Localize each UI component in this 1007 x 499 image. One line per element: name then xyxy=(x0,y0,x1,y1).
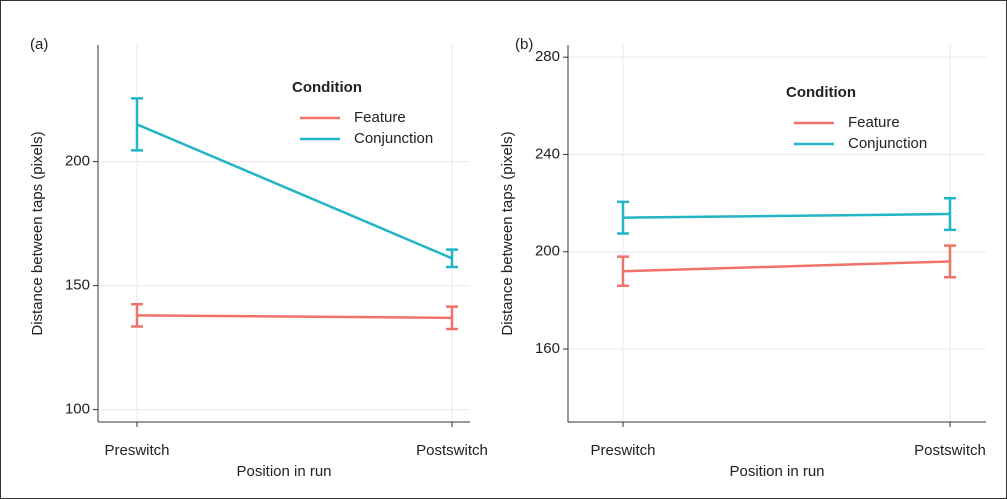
legend-label: Feature xyxy=(354,109,406,126)
legend-title: Condition xyxy=(786,84,856,101)
error-bar xyxy=(617,255,629,288)
error-bar xyxy=(446,248,458,269)
y-tick-label: 280 xyxy=(535,48,560,65)
y-tick-label: 200 xyxy=(535,243,560,260)
legend-title: Condition xyxy=(292,79,362,96)
x-tick-label: Postswitch xyxy=(914,442,986,459)
line xyxy=(622,212,951,219)
y-tick-label: 240 xyxy=(535,145,560,162)
line xyxy=(136,123,453,260)
y-tick-label: 160 xyxy=(535,340,560,357)
error-bar xyxy=(131,302,143,328)
error-bar xyxy=(944,244,956,279)
y-axis-label: Distance between taps (pixels) xyxy=(29,131,46,335)
error-bar xyxy=(131,97,143,152)
legend-label: Conjunction xyxy=(354,130,433,147)
error-bar xyxy=(617,200,629,235)
panel-label: (a) xyxy=(30,36,48,53)
error-bar xyxy=(446,305,458,331)
y-tick-label: 200 xyxy=(65,153,90,170)
panel-label: (b) xyxy=(515,36,533,53)
error-bar xyxy=(944,196,956,232)
legend-label: Feature xyxy=(848,114,900,131)
x-axis-label: Position in run xyxy=(236,463,331,480)
x-tick-label: Preswitch xyxy=(590,442,655,459)
x-tick-label: Preswitch xyxy=(104,442,169,459)
y-tick-label: 100 xyxy=(65,401,90,418)
x-tick-label: Postswitch xyxy=(416,442,488,459)
y-axis-label: Distance between taps (pixels) xyxy=(499,131,516,335)
line xyxy=(136,314,453,320)
y-tick-label: 150 xyxy=(65,277,90,294)
x-axis-label: Position in run xyxy=(729,463,824,480)
line xyxy=(622,260,951,273)
legend-label: Conjunction xyxy=(848,135,927,152)
